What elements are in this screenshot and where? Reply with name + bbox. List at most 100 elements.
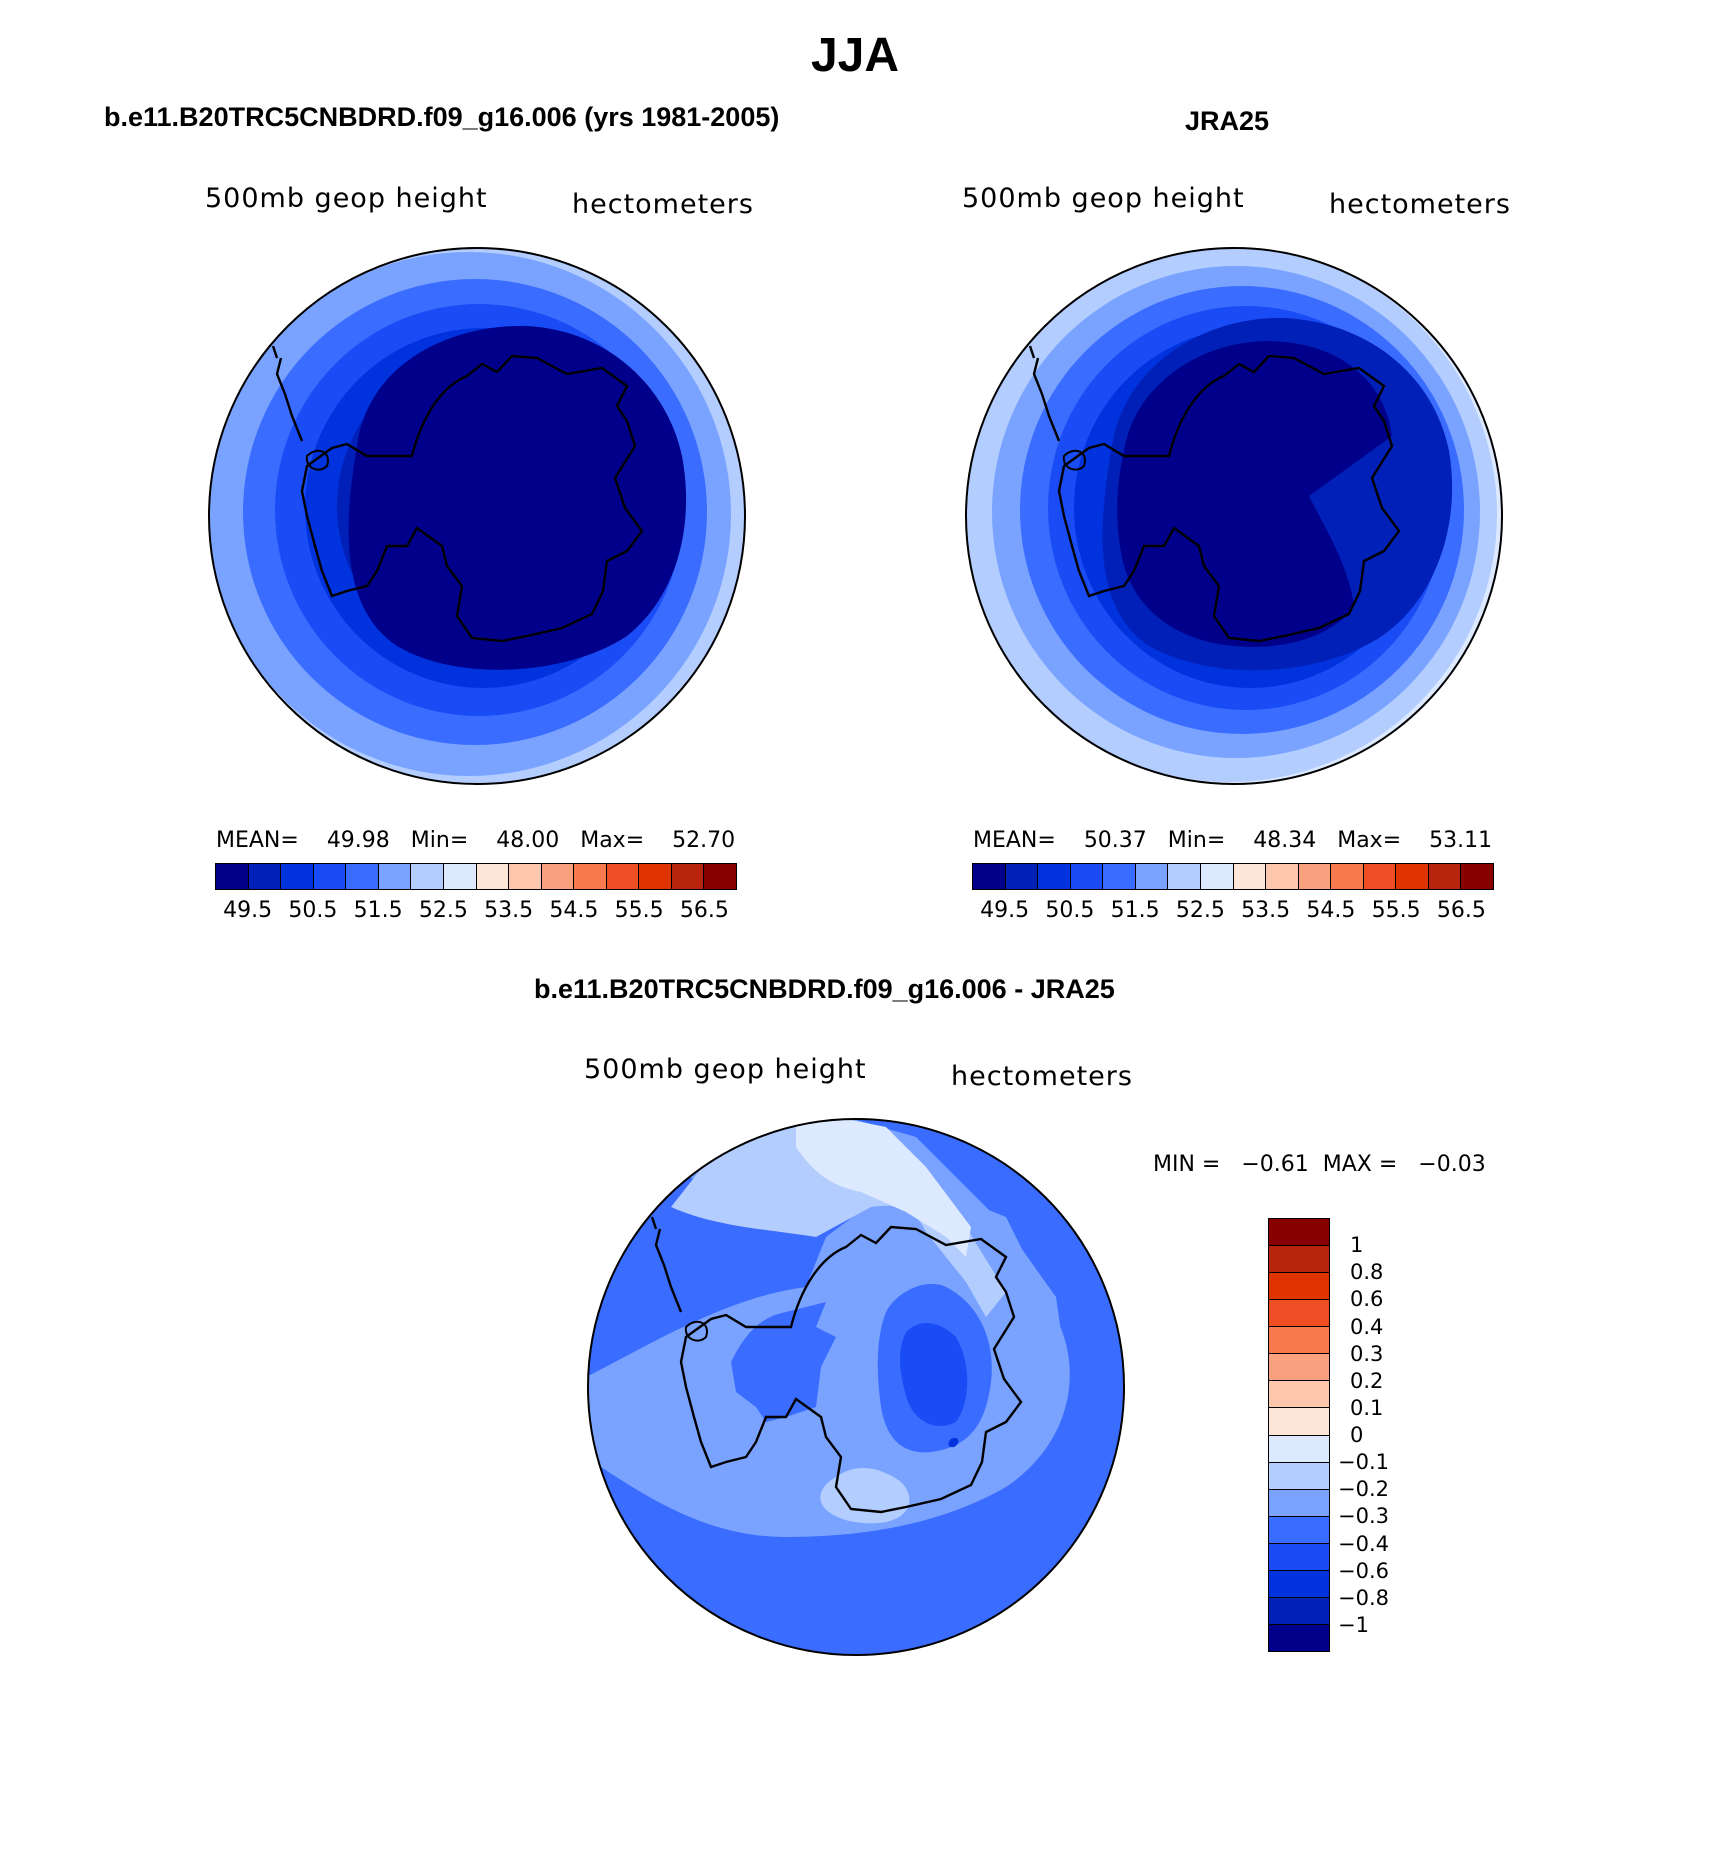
diff-max-label: MAX = <box>1322 1152 1398 1177</box>
model-colorbar-tick-label: 49.5 <box>223 898 273 923</box>
diff-colorbar-tick-label: −0.1 <box>1338 1450 1389 1475</box>
obs-stats: MEAN= 50.37 Min= 48.34 Max= 53.11 <box>973 828 1492 853</box>
diff-colorbar-swatch <box>1269 1597 1329 1625</box>
model-colorbar-swatch <box>574 864 607 889</box>
obs-mean-value: 50.37 <box>1083 828 1147 853</box>
diff-colorbar-swatch <box>1269 1246 1329 1274</box>
diff-min-value: −0.61 <box>1241 1152 1309 1177</box>
model-mean-value: 49.98 <box>326 828 390 853</box>
diff-contour-band <box>671 1119 1006 1317</box>
obs-min-value: 48.34 <box>1253 828 1317 853</box>
model-colorbar-swatch <box>509 864 542 889</box>
diff-colorbar-swatch <box>1269 1516 1329 1544</box>
diff-colorbar-tick-label: −0.4 <box>1338 1531 1389 1556</box>
diff-colorbar-tick-label: 0.1 <box>1350 1395 1384 1420</box>
diff-min-label: MIN = <box>1153 1152 1221 1177</box>
obs-colorbar-swatch <box>1200 864 1234 889</box>
obs-colorbar-swatch <box>1331 864 1364 889</box>
diff-colorbar-swatch <box>1269 1408 1329 1436</box>
diff-colorbar-tick-label: 0.2 <box>1350 1368 1384 1393</box>
model-colorbar-swatch <box>639 864 672 889</box>
model-colorbar-tick-label: 55.5 <box>614 898 664 923</box>
obs-colorbar <box>972 863 1494 890</box>
obs-colorbar-swatch <box>1233 864 1267 889</box>
map-border <box>208 247 746 785</box>
diff-units-label: hectometers <box>951 1061 1133 1092</box>
diff-colorbar-tick-label: −1 <box>1338 1612 1369 1637</box>
diff-contour-band <box>731 1302 836 1422</box>
diff-colorbar-swatch <box>1269 1327 1329 1355</box>
obs-colorbar-swatch <box>1396 864 1429 889</box>
obs-colorbar-tick-label: 51.5 <box>1110 898 1160 923</box>
diff-colorbar-swatch <box>1269 1489 1329 1517</box>
diff-colorbar-tick-label: −0.3 <box>1338 1504 1389 1529</box>
diff-colorbar-swatch <box>1269 1300 1329 1328</box>
diff-colorbar-swatch <box>1269 1381 1329 1409</box>
map-border <box>587 1118 1125 1656</box>
obs-units-label: hectometers <box>1329 189 1511 220</box>
model-colorbar-swatch <box>346 864 379 889</box>
obs-colorbar-tick-label: 54.5 <box>1306 898 1356 923</box>
obs-colorbar-swatch <box>1298 864 1332 889</box>
diff-max-value: −0.03 <box>1418 1152 1486 1177</box>
obs-colorbar-tick-label: 49.5 <box>980 898 1030 923</box>
obs-colorbar-swatch <box>1135 864 1169 889</box>
diff-colorbar-swatch <box>1269 1543 1329 1571</box>
model-colorbar-tick-label: 56.5 <box>679 898 729 923</box>
obs-colorbar-swatch <box>1428 864 1462 889</box>
diff-colorbar-tick-label: −0.8 <box>1338 1585 1389 1610</box>
obs-max-label: Max= <box>1337 828 1402 853</box>
obs-colorbar-swatch <box>1168 864 1201 889</box>
ice-shelf-coastline <box>684 1320 708 1342</box>
diff-colorbar-swatch <box>1269 1462 1329 1490</box>
obs-polar-map <box>965 247 1503 785</box>
obs-colorbar-tick-label: 55.5 <box>1371 898 1421 923</box>
model-colorbar-swatch <box>606 864 640 889</box>
model-colorbar-swatch <box>541 864 575 889</box>
model-colorbar <box>215 863 737 890</box>
obs-colorbar-swatch <box>1266 864 1299 889</box>
diff-colorbar-swatch <box>1269 1570 1329 1598</box>
diff-contour-band <box>900 1322 968 1426</box>
obs-max-value: 53.11 <box>1429 828 1493 853</box>
obs-colorbar-swatch <box>1363 864 1397 889</box>
peninsula-coastline <box>275 357 304 442</box>
obs-colorbar-tick-label: 56.5 <box>1436 898 1486 923</box>
diff-colorbar-tick-label: 0.4 <box>1350 1314 1384 1339</box>
obs-colorbar-swatch <box>973 864 1006 889</box>
model-stats: MEAN= 49.98 Min= 48.00 Max= 52.70 <box>216 828 735 853</box>
diff-contour-band <box>820 1467 910 1524</box>
diff-variable-label: 500mb geop height <box>584 1054 867 1085</box>
obs-colorbar-swatch <box>1005 864 1039 889</box>
model-max-label: Max= <box>580 828 645 853</box>
obs-colorbar-swatch <box>1070 864 1104 889</box>
model-min-label: Min= <box>410 828 469 853</box>
obs-colorbar-tick-label: 53.5 <box>1241 898 1291 923</box>
model-colorbar-swatch <box>378 864 412 889</box>
diff-colorbar-swatch <box>1269 1219 1329 1247</box>
model-polar-map <box>208 247 746 785</box>
obs-colorbar-ticks: 49.5 50.5 51.5 52.5 53.5 54.5 55.5 56.5 <box>972 898 1494 926</box>
obs-colorbar-tick-label: 50.5 <box>1045 898 1095 923</box>
diff-contour-band <box>796 1119 971 1257</box>
model-colorbar-swatch <box>704 864 736 889</box>
model-colorbar-tick-label: 53.5 <box>484 898 534 923</box>
diff-colorbar-tick-label: 0 <box>1350 1423 1364 1447</box>
obs-min-label: Min= <box>1167 828 1226 853</box>
model-colorbar-swatch <box>313 864 347 889</box>
diff-colorbar-tick-label: 0.6 <box>1350 1287 1384 1312</box>
model-colorbar-swatch <box>443 864 477 889</box>
diff-colorbar-swatch <box>1269 1435 1329 1463</box>
obs-colorbar-swatch <box>1461 864 1493 889</box>
model-variable-label: 500mb geop height <box>205 183 488 214</box>
diff-polar-map <box>587 1118 1125 1656</box>
antarctica-coastline <box>679 1225 1023 1514</box>
antarctica-coastline <box>1057 354 1401 643</box>
diff-colorbar-swatch <box>1269 1354 1329 1382</box>
model-panel-title: b.e11.B20TRC5CNBDRD.f09_g16.006 (yrs 198… <box>104 102 780 132</box>
diff-contour-band <box>948 1437 959 1448</box>
model-colorbar-tick-label: 52.5 <box>418 898 468 923</box>
model-colorbar-swatch <box>411 864 444 889</box>
diff-colorbar-ticks: 1 0.8 0.6 0.4 0.3 0.2 0.1 0 −0.1 −0.2 −0.3 −0.4 −0.6… <box>1338 1218 1458 1652</box>
diff-colorbar-swatch <box>1269 1624 1329 1651</box>
